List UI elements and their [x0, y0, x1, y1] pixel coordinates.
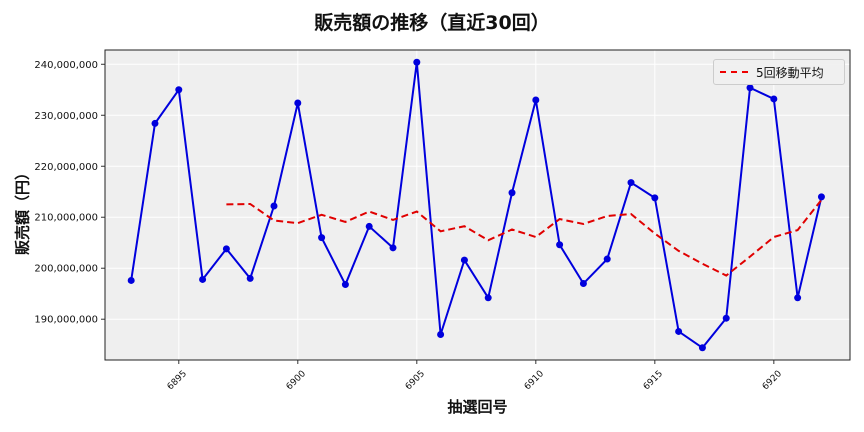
data-point-marker — [365, 222, 373, 230]
data-point-marker — [341, 281, 349, 289]
x-tick-label: 6905 — [404, 369, 427, 392]
x-axis-label: 抽選回号 — [447, 398, 508, 416]
data-point-marker — [770, 95, 778, 103]
data-point-marker — [460, 256, 468, 264]
data-point-marker — [794, 294, 802, 302]
sales-line — [130, 62, 823, 350]
x-tick-label: 6920 — [761, 369, 784, 392]
x-tick-label: 6915 — [642, 369, 665, 392]
data-point-marker — [246, 274, 254, 282]
data-point-marker — [151, 119, 159, 127]
x-tick-label: 6900 — [285, 369, 308, 392]
legend-label-moving-average: 5回移動平均 — [756, 65, 824, 80]
data-point-marker — [579, 280, 587, 288]
y-tick-label: 220,000,000 — [34, 162, 98, 173]
data-point-marker — [627, 179, 635, 187]
data-point-marker — [722, 314, 730, 322]
data-point-marker — [389, 244, 397, 252]
data-point-marker — [603, 255, 611, 263]
data-point-marker — [294, 99, 302, 107]
data-point-marker — [222, 245, 230, 253]
data-point-marker — [817, 193, 825, 201]
data-point-marker — [484, 294, 492, 302]
chart-title: 販売額の推移（直近30回） — [314, 12, 550, 34]
y-tick-label: 210,000,000 — [34, 213, 98, 224]
data-point-marker — [556, 241, 564, 249]
y-tick-label: 230,000,000 — [34, 111, 98, 122]
data-point-marker — [175, 86, 183, 94]
y-tick-label: 200,000,000 — [34, 264, 98, 275]
plot-border — [104, 49, 851, 361]
y-axis-label: 販売額（円） — [13, 164, 32, 256]
legend-dashed-line-icon — [720, 71, 748, 73]
data-point-marker — [508, 189, 516, 197]
y-tick-label: 240,000,000 — [34, 60, 98, 71]
data-point-marker — [746, 84, 754, 92]
data-point-marker — [318, 234, 326, 242]
data-point-marker — [413, 58, 421, 66]
y-tick-label: 190,000,000 — [34, 315, 98, 326]
data-point-marker — [698, 344, 706, 352]
x-tick-label: 6895 — [166, 369, 189, 392]
x-tick-label: 6910 — [523, 369, 546, 392]
legend: 5回移動平均 — [713, 59, 845, 85]
data-point-marker — [437, 331, 445, 339]
data-point-marker — [651, 194, 659, 202]
data-point-marker — [199, 275, 207, 283]
data-point-marker — [270, 202, 278, 210]
data-point-marker — [532, 96, 540, 104]
moving-average-line — [226, 199, 823, 277]
data-point-marker — [675, 327, 683, 335]
data-point-marker — [127, 276, 135, 284]
